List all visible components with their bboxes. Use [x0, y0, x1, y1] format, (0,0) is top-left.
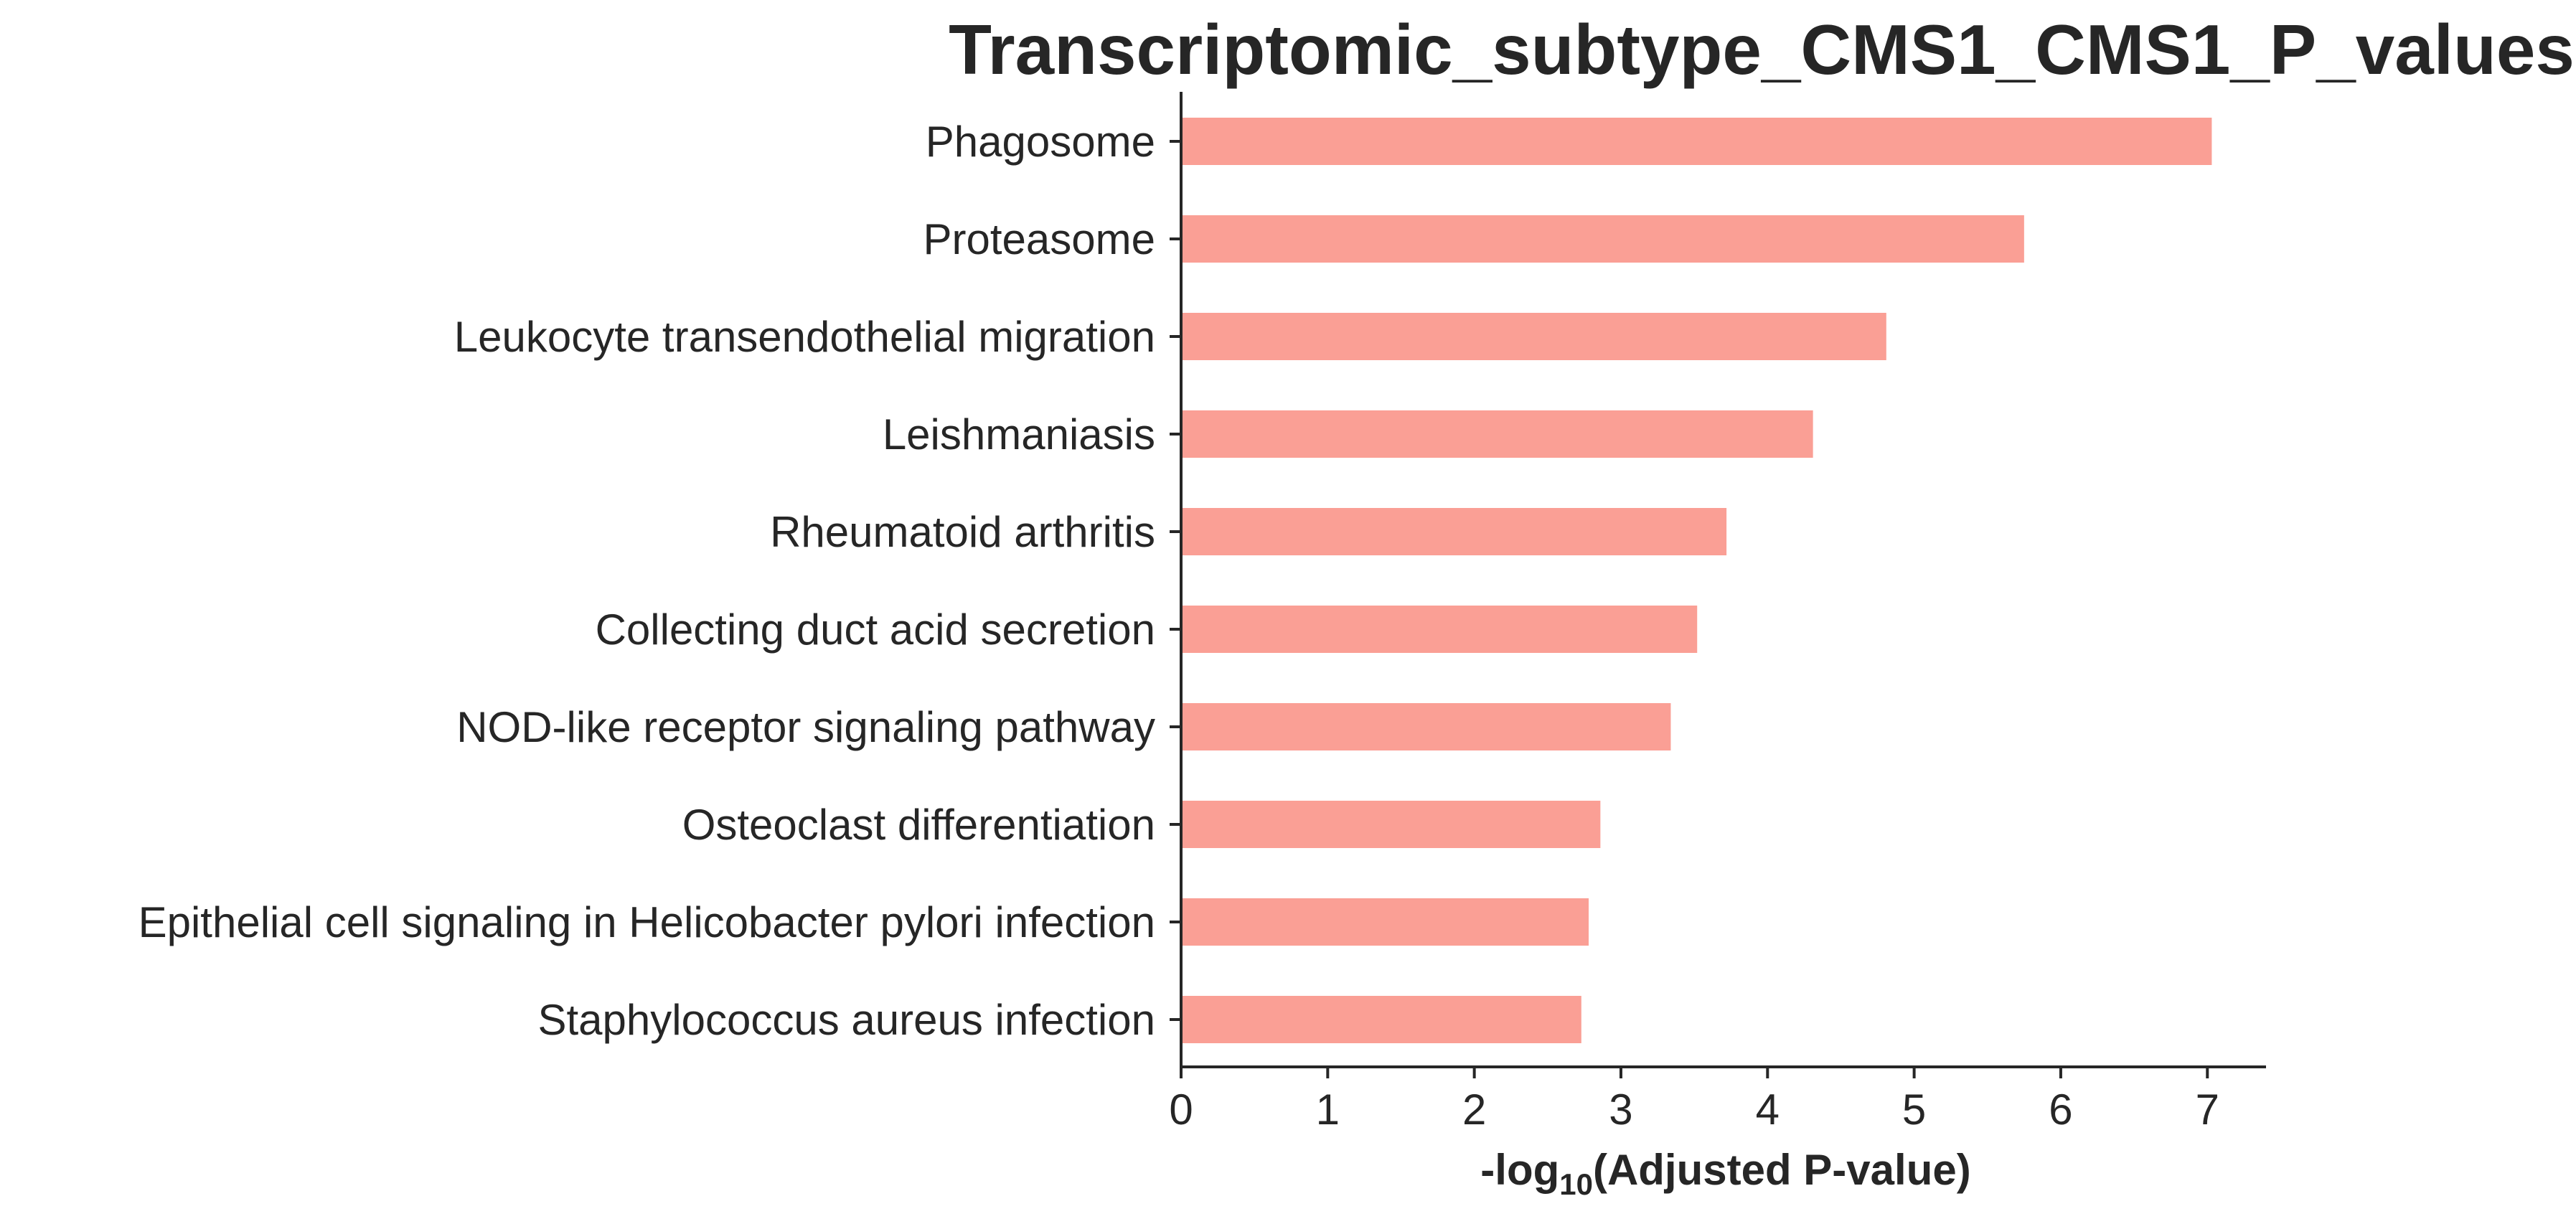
bar-rheumatoid-arthritis — [1181, 508, 1727, 555]
chart-title: Transcriptomic_subtype_CMS1_CMS1_P_value… — [949, 10, 2575, 89]
x-tick-label: 0 — [1169, 1086, 1193, 1134]
x-axis-ticks: 0 1 2 3 4 5 6 7 — [1169, 1067, 2219, 1134]
bar-epithelial-cell-signaling-in-helicobacter-pylori-infection — [1181, 898, 1589, 946]
x-axis-label-subscript: 10 — [1559, 1167, 1593, 1201]
bar-proteasome — [1181, 215, 2024, 263]
category-label: Collecting duct acid secretion — [596, 606, 1155, 654]
bar-leukocyte-transendothelial-migration — [1181, 313, 1886, 360]
category-labels: Phagosome Proteasome Leukocyte transendoth… — [138, 118, 1181, 1044]
bar-osteoclast-differentiation — [1181, 801, 1601, 848]
category-label: NOD-like receptor signaling pathway — [456, 703, 1155, 751]
x-tick-label: 4 — [1756, 1086, 1780, 1134]
x-tick-label: 5 — [1902, 1086, 1926, 1134]
x-tick-label: 1 — [1316, 1086, 1340, 1134]
x-tick-label: 7 — [2196, 1086, 2219, 1134]
bars-group — [1181, 118, 2212, 1043]
x-tick-label: 6 — [2049, 1086, 2072, 1134]
x-tick-label: 2 — [1462, 1086, 1486, 1134]
x-axis-label: -log10(Adjusted P-value) — [1480, 1146, 1970, 1201]
bar-nod-like-receptor-signaling-pathway — [1181, 703, 1671, 750]
category-label: Leishmaniasis — [883, 410, 1155, 458]
category-label: Epithelial cell signaling in Helicobacte… — [138, 898, 1155, 946]
category-label: Rheumatoid arthritis — [770, 508, 1155, 556]
x-axis-label-suffix: (Adjusted P-value) — [1593, 1146, 1971, 1194]
bar-collecting-duct-acid-secretion — [1181, 606, 1698, 653]
bar-leishmaniasis — [1181, 410, 1813, 458]
bar-phagosome — [1181, 118, 2212, 165]
x-axis-label-prefix: -log — [1480, 1146, 1559, 1194]
bar-staphylococcus-aureus-infection — [1181, 996, 1581, 1043]
category-label: Phagosome — [926, 118, 1155, 166]
category-label: Staphylococcus aureus infection — [537, 996, 1155, 1044]
category-label: Proteasome — [923, 215, 1156, 263]
category-label: Osteoclast differentiation — [682, 801, 1155, 849]
category-label: Leukocyte transendothelial migration — [454, 313, 1155, 361]
x-tick-label: 3 — [1609, 1086, 1632, 1134]
